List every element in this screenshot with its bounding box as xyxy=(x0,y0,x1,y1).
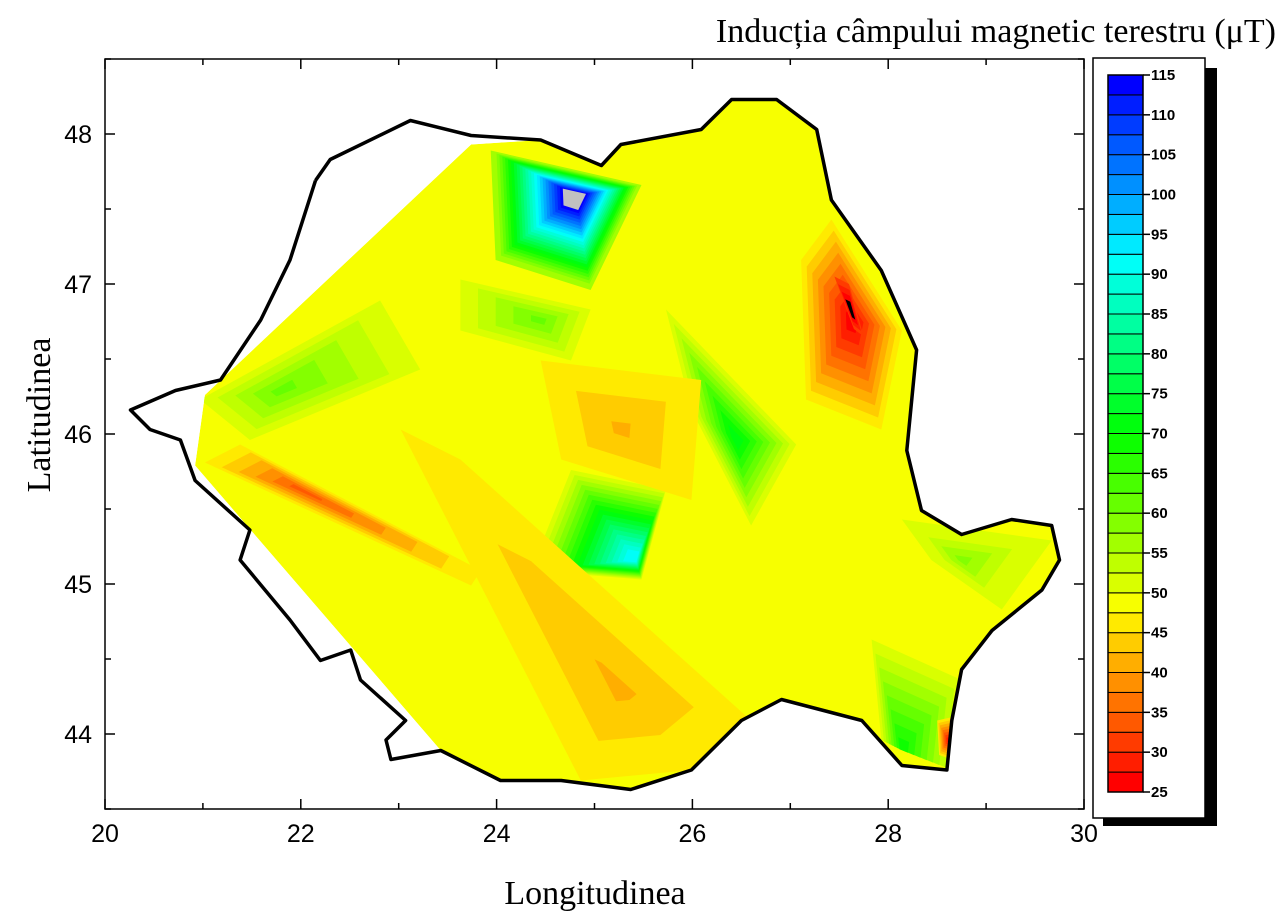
colorbar-tick-label: 105 xyxy=(1151,147,1176,164)
colorbar-bin xyxy=(1107,592,1144,614)
x-tick-label: 26 xyxy=(678,820,706,848)
colorbar-bin xyxy=(1107,253,1144,275)
colorbar-bin xyxy=(1107,134,1144,156)
colorbar-bin xyxy=(1107,154,1144,176)
chart-title: Inducția câmpului magnetic terestru (μT) xyxy=(716,13,1276,50)
colorbar-tick-label: 65 xyxy=(1151,465,1168,482)
colorbar-bin xyxy=(1107,632,1144,654)
colorbar-tick-label: 95 xyxy=(1151,226,1168,243)
colorbar-bin xyxy=(1107,393,1144,415)
contour-level xyxy=(728,424,744,451)
contour-level xyxy=(611,421,631,438)
colorbar-bin xyxy=(1107,313,1144,335)
colorbar-tick-label: 70 xyxy=(1151,426,1168,443)
colorbar-tick-label: 110 xyxy=(1151,107,1175,124)
axes: 20 22 24 26 28 30 44 45 46 47 48 xyxy=(64,58,1098,848)
colorbar-bin xyxy=(1107,233,1144,255)
colorbar-tick-label: 55 xyxy=(1151,545,1168,562)
contour-level xyxy=(623,549,640,563)
contour-level xyxy=(565,190,584,207)
colorbar-bin xyxy=(1107,373,1144,395)
contour-level xyxy=(289,484,323,501)
contour-level xyxy=(954,555,973,566)
colorbar-bin xyxy=(1107,293,1144,315)
colorbar-bin xyxy=(1107,691,1144,713)
colorbar-bin xyxy=(1107,114,1144,136)
contour-fill xyxy=(195,99,1060,790)
colorbar-bin xyxy=(1107,552,1144,574)
x-tick-label: 30 xyxy=(1070,820,1098,848)
colorbar-bin xyxy=(1107,512,1144,534)
colorbar-bin xyxy=(1107,273,1144,295)
colorbar-tick-label: 75 xyxy=(1151,386,1168,403)
colorbar-bin xyxy=(1107,672,1144,693)
y-tick-label: 47 xyxy=(64,271,92,299)
colorbar-tick-label: 35 xyxy=(1151,704,1168,721)
colorbar-bin xyxy=(1107,532,1144,554)
colorbar-bin xyxy=(1107,74,1144,96)
colorbar-tick-label: 60 xyxy=(1151,505,1168,522)
colorbar-bin xyxy=(1107,94,1144,116)
x-axis-label: Longitudinea xyxy=(504,875,685,912)
colorbar-bin xyxy=(1107,612,1144,634)
x-tick-label: 20 xyxy=(91,820,119,848)
country-border xyxy=(128,97,1062,792)
x-tick-label: 22 xyxy=(287,820,315,848)
colorbar-bin xyxy=(1107,353,1144,375)
contour-level xyxy=(898,737,910,753)
colorbar-tick-label: 40 xyxy=(1151,665,1168,682)
colorbar-bin xyxy=(1107,771,1144,793)
colorbar-bin xyxy=(1107,333,1144,355)
colorbar-bin xyxy=(1107,652,1144,673)
x-tick-label: 24 xyxy=(483,820,511,848)
colorbar-tick-label: 85 xyxy=(1151,306,1168,323)
colorbar-tick-label: 100 xyxy=(1151,187,1176,204)
contour-level xyxy=(849,306,853,315)
contour-level xyxy=(270,379,297,397)
colorbar-tick-label: 50 xyxy=(1151,585,1168,602)
y-tick-label: 48 xyxy=(64,121,92,149)
y-tick-label: 44 xyxy=(64,721,92,749)
x-tick-label: 28 xyxy=(874,820,902,848)
colorbar-bin xyxy=(1107,472,1144,494)
colorbar-bin xyxy=(1107,413,1144,435)
colorbar-bin xyxy=(1107,711,1144,733)
colorbar-bin xyxy=(1107,492,1144,514)
colorbar-tick-label: 25 xyxy=(1151,784,1168,801)
colorbar: 25 30 35 40 45 50 55 60 65 70 75 80 85 90 95 100 105 110 1… xyxy=(1092,57,1217,826)
y-tick-label: 46 xyxy=(64,421,92,449)
contour-level xyxy=(531,315,547,325)
colorbar-tick-label: 45 xyxy=(1151,625,1168,642)
contour-level xyxy=(497,544,694,741)
colorbar-bin xyxy=(1107,213,1144,235)
colorbar-bin xyxy=(1107,452,1144,474)
colorbar-bin xyxy=(1107,572,1144,594)
colorbar-bin xyxy=(1107,194,1144,215)
colorbar-bin xyxy=(1107,731,1144,753)
colorbar-tick-label: 80 xyxy=(1151,346,1168,363)
colorbar-tick-label: 90 xyxy=(1151,266,1168,283)
colorbar-bin xyxy=(1107,433,1144,454)
colorbar-tick-label: 115 xyxy=(1151,67,1175,84)
contour-level xyxy=(594,659,637,702)
colorbar-tick-label: 30 xyxy=(1151,744,1168,761)
y-axis-label: Latitudinea xyxy=(21,338,58,493)
colorbar-bin xyxy=(1107,751,1144,773)
colorbar-bin xyxy=(1107,174,1144,195)
y-tick-label: 45 xyxy=(64,571,92,599)
